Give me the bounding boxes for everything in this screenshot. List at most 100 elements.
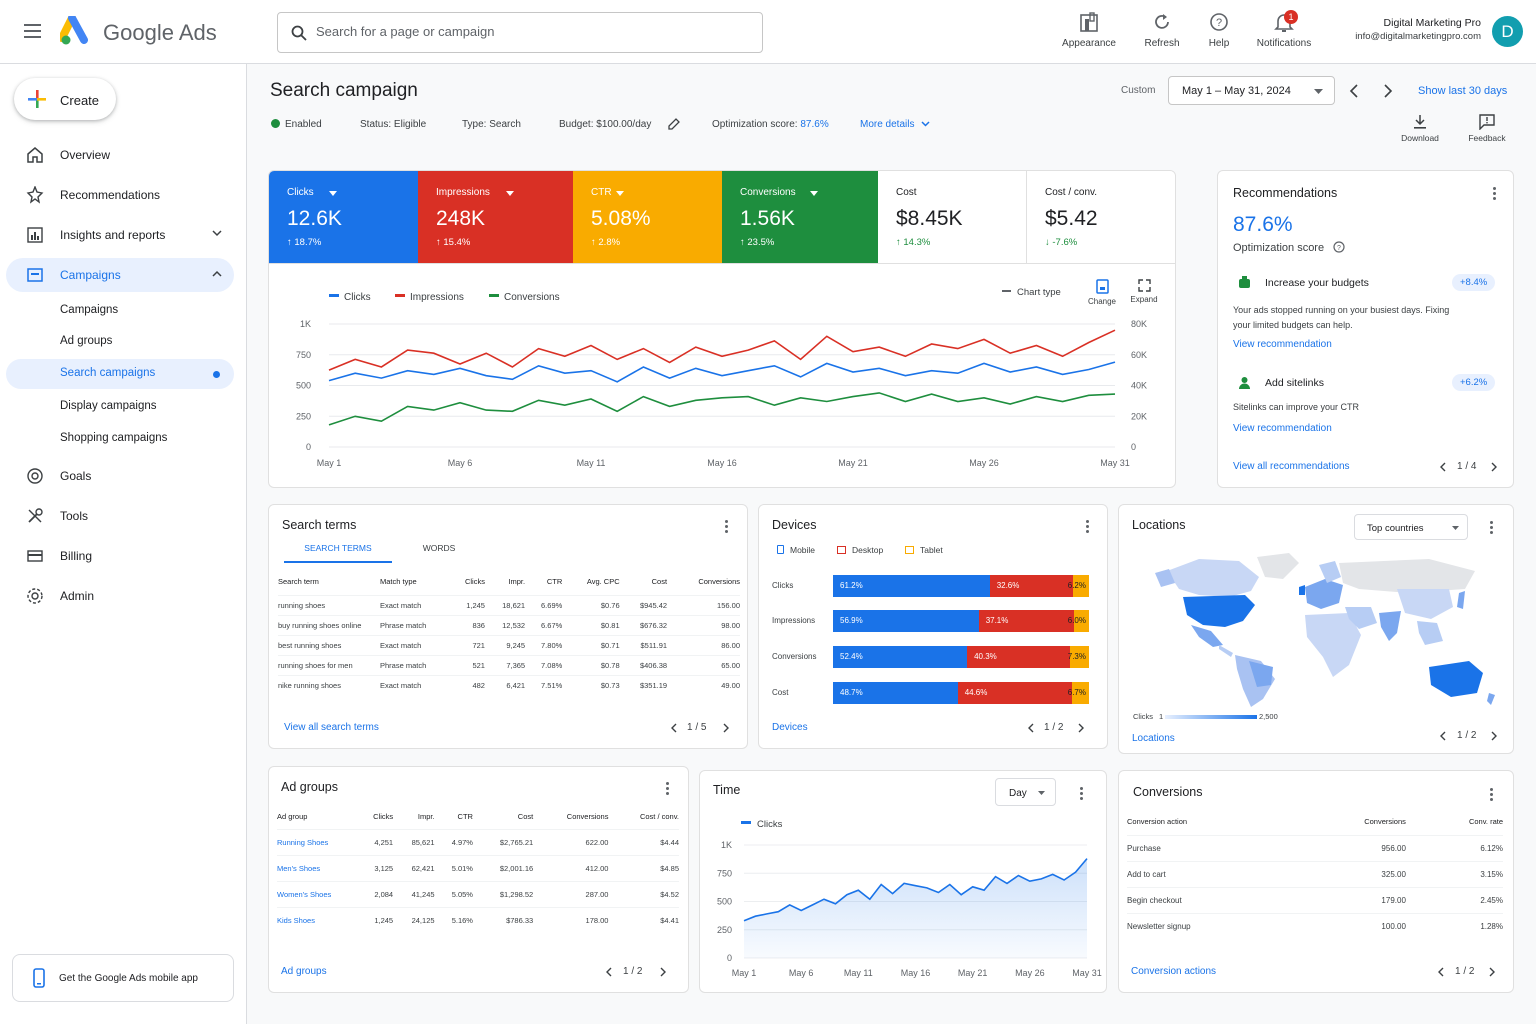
next-period-button[interactable] (1383, 84, 1393, 98)
account-info[interactable]: Digital Marketing Pro info@digitalmarket… (1355, 17, 1481, 42)
column-header[interactable]: Clicks (464, 577, 485, 587)
sidebar-item-billing[interactable]: Billing (6, 539, 234, 573)
next-page-button[interactable] (1489, 967, 1496, 977)
more-options-icon[interactable] (1073, 785, 1089, 801)
device-bar-segment-tablet[interactable]: 6.0% (1068, 610, 1089, 632)
tab-search-terms[interactable]: SEARCH TERMS (284, 543, 392, 563)
metric-tile-clicks[interactable]: Clicks 12.6K ↑ 18.7% (269, 171, 418, 263)
table-row[interactable]: Men's Shoes 3,125 62,421 5.01% $2,001.16 412.… (277, 854, 679, 881)
edit-budget-icon[interactable] (668, 118, 680, 130)
device-bar-segment-tablet[interactable]: 6.2% (1068, 575, 1089, 597)
device-bar-segment-desktop[interactable]: 37.1% (978, 610, 1074, 632)
device-bar-segment-mobile[interactable]: 48.7% (833, 682, 958, 704)
device-bar-segment-desktop[interactable]: 40.3% (967, 646, 1071, 668)
column-header[interactable]: Ad group (277, 812, 308, 822)
more-options-icon[interactable] (718, 518, 734, 534)
column-header[interactable]: Search term (278, 577, 319, 587)
prev-page-button[interactable] (1439, 462, 1446, 472)
table-row[interactable]: Newsletter signup 100.00 1.28% (1127, 912, 1503, 939)
column-header[interactable]: CTR (546, 577, 563, 587)
sidebar-item-tools[interactable]: Tools (6, 499, 234, 533)
metric-tile-cost[interactable]: Cost $8.45K ↑ 14.3% (878, 171, 1026, 263)
device-bar-segment-mobile[interactable]: 52.4% (833, 646, 968, 668)
sidebar-item-overview[interactable]: Overview (6, 138, 234, 172)
more-options-icon[interactable] (1079, 518, 1095, 534)
device-bar-segment-tablet[interactable]: 6.7% (1068, 682, 1089, 704)
sidebar-sub-campaigns[interactable]: Campaigns (6, 296, 234, 326)
column-header[interactable]: Conversions (1364, 817, 1406, 827)
conversion-actions-link[interactable]: Conversion actions (1131, 966, 1217, 977)
feedback-button[interactable]: Feedback (1461, 114, 1513, 143)
prev-period-button[interactable] (1349, 84, 1359, 98)
optimization-value[interactable]: 87.6% (800, 119, 829, 130)
table-cell[interactable]: Running Shoes (277, 828, 357, 855)
next-page-button[interactable] (1491, 462, 1498, 472)
change-chart-button[interactable]: Change (1084, 279, 1120, 306)
prev-page-button[interactable] (605, 967, 612, 977)
table-row[interactable]: Begin checkout 179.00 2.45% (1127, 886, 1503, 913)
column-header[interactable]: Impr. (417, 812, 435, 822)
view-recommendation-link[interactable]: View recommendation (1233, 339, 1332, 350)
menu-icon[interactable] (24, 24, 41, 38)
sidebar-item-campaigns[interactable]: Campaigns (6, 258, 234, 292)
help-button[interactable]: ? Help (1183, 12, 1255, 49)
table-row[interactable]: Purchase 956.00 6.12% (1127, 834, 1503, 861)
device-bar-segment-desktop[interactable]: 32.6% (989, 575, 1074, 597)
prev-page-button[interactable] (670, 723, 677, 733)
device-bar-segment-mobile[interactable]: 56.9% (833, 610, 979, 632)
sidebar-item-insights[interactable]: Insights and reports (6, 218, 234, 252)
refresh-button[interactable]: Refresh (1126, 12, 1198, 49)
sidebar-item-recommendations[interactable]: Recommendations (6, 178, 234, 212)
more-options-icon[interactable] (659, 780, 675, 796)
table-row[interactable]: best running shoes Exact match 721 9,245 7.8… (278, 634, 740, 655)
locations-link[interactable]: Locations (1132, 733, 1175, 744)
more-details-link[interactable]: More details (860, 119, 930, 130)
sidebar-sub-display-campaigns[interactable]: Display campaigns (6, 392, 234, 422)
column-header[interactable]: Conversions (566, 812, 609, 822)
next-page-button[interactable] (723, 723, 730, 733)
device-bar-segment-desktop[interactable]: 44.6% (957, 682, 1072, 704)
table-row[interactable]: Kids Shoes 1,245 24,125 5.16% $786.33 178.00 $… (277, 906, 679, 933)
search-input[interactable] (316, 24, 736, 39)
device-bar-segment-tablet[interactable]: 7.3% (1068, 646, 1089, 668)
table-row[interactable]: running shoes Exact match 1,245 18,621 6.69%… (278, 594, 740, 615)
next-page-button[interactable] (660, 967, 667, 977)
metric-tile-conversions[interactable]: Conversions 1.56K ↑ 23.5% (722, 171, 878, 263)
table-row[interactable]: running shoes for men Phrase match 521 7,36… (278, 654, 740, 675)
ad-groups-link[interactable]: Ad groups (281, 966, 327, 977)
metric-tile-impressions[interactable]: Impressions 248K ↑ 15.4% (418, 171, 573, 263)
more-options-icon[interactable] (1483, 519, 1499, 535)
next-page-button[interactable] (1078, 723, 1085, 733)
mobile-app-promo[interactable]: Get the Google Ads mobile app (12, 954, 234, 1002)
column-header[interactable]: Cost / conv. (639, 812, 679, 822)
devices-link[interactable]: Devices (772, 722, 808, 733)
prev-page-button[interactable] (1027, 723, 1034, 733)
sidebar-item-admin[interactable]: Admin (6, 579, 234, 613)
metric-tile-cost-conv-[interactable]: Cost / conv. $5.42 ↓ -7.6% (1026, 171, 1175, 263)
expand-chart-button[interactable]: Expand (1126, 279, 1162, 304)
device-bar-segment-mobile[interactable]: 61.2% (833, 575, 990, 597)
column-header[interactable]: Avg. CPC (586, 577, 620, 587)
avatar[interactable]: D (1492, 16, 1523, 47)
search-bar[interactable] (277, 12, 763, 53)
table-row[interactable]: buy running shoes online Phrase match 836 1… (278, 614, 740, 635)
top-countries-select[interactable]: Top countries (1354, 514, 1468, 540)
prev-page-button[interactable] (1439, 731, 1446, 741)
column-header[interactable]: CTR (457, 812, 473, 822)
granularity-select[interactable]: Day (995, 778, 1056, 806)
more-options-icon[interactable] (1483, 786, 1499, 802)
column-header[interactable]: Match type (380, 577, 417, 587)
sidebar-sub-search-campaigns[interactable]: Search campaigns (6, 359, 234, 389)
column-header[interactable]: Conv. rate (1468, 817, 1503, 827)
more-options-icon[interactable] (1486, 185, 1502, 201)
table-row[interactable]: Running Shoes 4,251 85,621 4.97% $2,765.21 62… (277, 828, 679, 855)
column-header[interactable]: Clicks (373, 812, 394, 822)
column-header[interactable]: Cost (651, 577, 668, 587)
table-cell[interactable]: Kids Shoes (277, 906, 357, 933)
table-row[interactable]: Women's Shoes 2,084 41,245 5.05% $1,298.52 28… (277, 880, 679, 907)
column-header[interactable]: Cost (517, 812, 534, 822)
metric-tile-ctr[interactable]: CTR 5.08% ↑ 2.8% (573, 171, 722, 263)
sidebar-sub-shopping-campaigns[interactable]: Shopping campaigns (6, 424, 234, 454)
view-recommendation-link[interactable]: View recommendation (1233, 423, 1332, 434)
column-header[interactable]: Impr. (508, 577, 526, 587)
